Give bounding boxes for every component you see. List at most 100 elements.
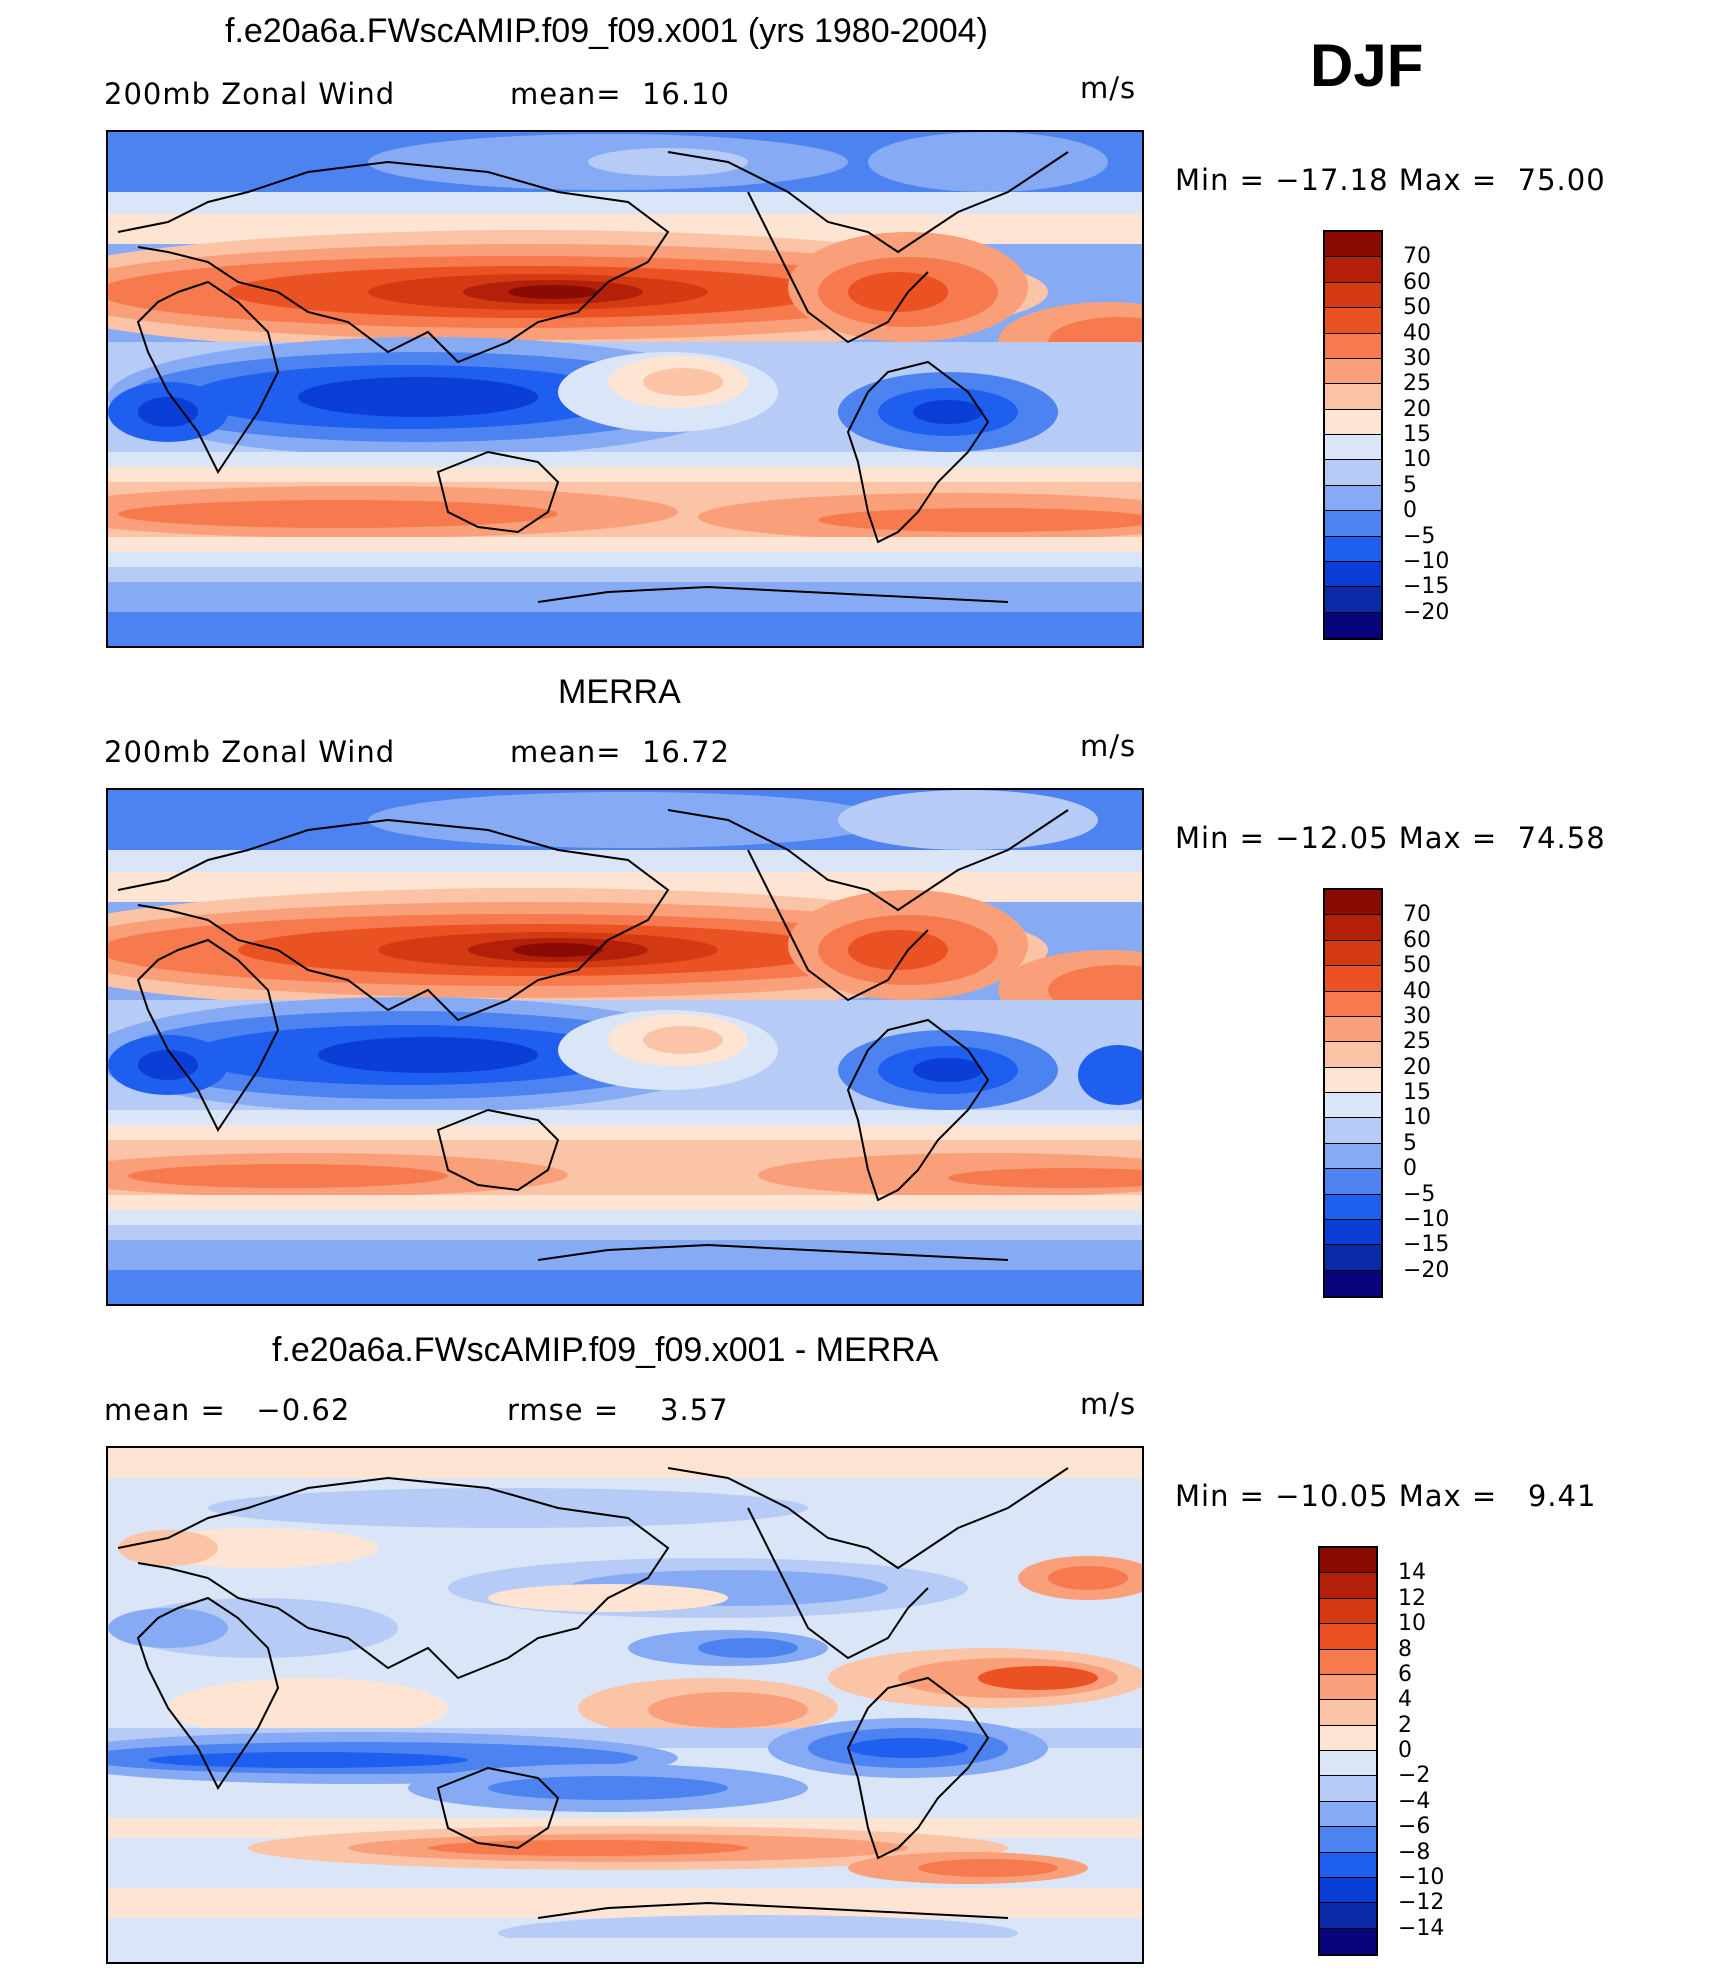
colorbar-tick-label: 5	[1403, 472, 1417, 498]
colorbar-tick-label: 6	[1398, 1661, 1412, 1687]
colorbar-swatch	[1325, 940, 1381, 967]
colorbar-tick-label: 4	[1398, 1687, 1412, 1713]
panel2-colorbar	[1323, 888, 1383, 1298]
colorbar-tick-label: 20	[1403, 1054, 1431, 1080]
panel3-minmax: Min = −10.05 Max = 9.41	[1175, 1479, 1597, 1513]
colorbar-tick-label: −8	[1398, 1839, 1431, 1865]
colorbar-swatch	[1320, 1903, 1376, 1929]
colorbar-swatch	[1325, 257, 1381, 283]
panel1-map	[106, 130, 1144, 648]
colorbar-swatch	[1325, 1143, 1381, 1170]
colorbar-swatch	[1325, 460, 1381, 486]
colorbar-swatch	[1325, 1042, 1381, 1068]
colorbar-swatch	[1325, 1169, 1381, 1195]
colorbar-tick-label: 5	[1403, 1130, 1417, 1156]
colorbar-tick-label: 10	[1403, 1105, 1431, 1131]
colorbar-swatch	[1320, 1751, 1376, 1777]
colorbar-swatch	[1320, 1598, 1376, 1625]
colorbar-swatch	[1325, 384, 1381, 410]
colorbar-swatch	[1320, 1801, 1376, 1828]
colorbar-swatch	[1325, 890, 1381, 916]
colorbar-tick-label: −20	[1403, 1257, 1450, 1283]
colorbar-swatch	[1320, 1649, 1376, 1675]
colorbar-tick-label: −4	[1398, 1788, 1431, 1814]
colorbar-tick-label: 60	[1403, 269, 1431, 295]
panel1-title: f.e20a6a.FWscAMIP.f09_f09.x001 (yrs 1980…	[225, 12, 988, 50]
colorbar-tick-label: 25	[1403, 371, 1431, 397]
panel2-map	[106, 788, 1144, 1306]
colorbar-tick-label: −10	[1403, 1206, 1450, 1232]
colorbar-tick-label: −20	[1403, 599, 1450, 625]
colorbar-swatch	[1320, 1776, 1376, 1802]
colorbar-tick-label: 15	[1403, 1080, 1431, 1105]
colorbar-tick-label: 50	[1403, 953, 1431, 979]
colorbar-swatch	[1325, 435, 1381, 461]
colorbar-tick-label: −15	[1403, 574, 1450, 600]
colorbar-tick-label: 30	[1403, 1003, 1431, 1029]
panel3-units: m/s	[1080, 1387, 1137, 1421]
colorbar-tick-label: 14	[1398, 1560, 1426, 1586]
colorbar-swatch	[1325, 966, 1381, 992]
colorbar-tick-label: 12	[1398, 1585, 1426, 1611]
colorbar-swatch	[1325, 915, 1381, 941]
colorbar-tick-label: 10	[1398, 1611, 1426, 1637]
colorbar-tick-label: −6	[1398, 1814, 1431, 1840]
colorbar-swatch	[1325, 1118, 1381, 1144]
colorbar-swatch	[1325, 1245, 1381, 1271]
season-label: DJF	[1310, 32, 1424, 99]
panel1-units: m/s	[1080, 71, 1137, 105]
colorbar-swatch	[1325, 1219, 1381, 1246]
colorbar-swatch	[1325, 1194, 1381, 1220]
colorbar-tick-label: 40	[1403, 978, 1431, 1004]
colorbar-tick-label: −10	[1403, 548, 1450, 574]
panel3-title: f.e20a6a.FWscAMIP.f09_f09.x001 - MERRA	[272, 1331, 939, 1369]
colorbar-tick-label: 20	[1403, 396, 1431, 422]
colorbar-tick-label: 30	[1403, 345, 1431, 371]
colorbar-tick-label: 0	[1403, 498, 1417, 524]
colorbar-tick-label: 60	[1403, 927, 1431, 953]
colorbar-swatch	[1325, 1067, 1381, 1093]
colorbar-tick-label: 10	[1403, 447, 1431, 473]
colorbar-tick-label: −5	[1403, 1181, 1436, 1207]
colorbar-swatch	[1325, 991, 1381, 1017]
colorbar-tick-label: 2	[1398, 1712, 1412, 1738]
colorbar-tick-label: 0	[1403, 1156, 1417, 1182]
colorbar-swatch	[1325, 612, 1381, 638]
colorbar-swatch	[1320, 1548, 1376, 1574]
colorbar-swatch	[1325, 409, 1381, 435]
colorbar-swatch	[1325, 232, 1381, 258]
colorbar-swatch	[1320, 1674, 1376, 1701]
colorbar-swatch	[1325, 511, 1381, 537]
colorbar-swatch	[1325, 485, 1381, 512]
colorbar-tick-label: 15	[1403, 422, 1431, 447]
colorbar-swatch	[1325, 308, 1381, 334]
colorbar-tick-label: −5	[1403, 523, 1436, 549]
panel3-rmse-label: rmse = 3.57	[507, 1393, 729, 1427]
colorbar-swatch	[1320, 1827, 1376, 1853]
colorbar-tick-label: −14	[1398, 1915, 1445, 1941]
colorbar-swatch	[1320, 1877, 1376, 1904]
colorbar-swatch	[1320, 1700, 1376, 1726]
panel2-title: MERRA	[558, 673, 681, 711]
colorbar-swatch	[1325, 1270, 1381, 1296]
colorbar-swatch	[1325, 282, 1381, 309]
colorbar-swatch	[1325, 1016, 1381, 1043]
colorbar-swatch	[1320, 1852, 1376, 1878]
colorbar-swatch	[1320, 1725, 1376, 1751]
colorbar-tick-label: −10	[1398, 1864, 1445, 1890]
colorbar-swatch	[1325, 333, 1381, 359]
colorbar-tick-label: 25	[1403, 1029, 1431, 1055]
panel1-colorbar	[1323, 230, 1383, 640]
colorbar-tick-label: −2	[1398, 1763, 1431, 1789]
panel3-mean-label: mean = −0.62	[104, 1393, 351, 1427]
panel2-units: m/s	[1080, 729, 1137, 763]
colorbar-swatch	[1325, 587, 1381, 613]
colorbar-tick-label: −12	[1398, 1890, 1445, 1916]
colorbar-tick-label: 70	[1403, 244, 1431, 270]
colorbar-swatch	[1325, 358, 1381, 385]
colorbar-swatch	[1320, 1928, 1376, 1954]
panel1-minmax: Min = −17.18 Max = 75.00	[1175, 163, 1606, 197]
colorbar-tick-label: −15	[1403, 1232, 1450, 1258]
colorbar-swatch	[1320, 1624, 1376, 1650]
colorbar-tick-label: 70	[1403, 902, 1431, 928]
